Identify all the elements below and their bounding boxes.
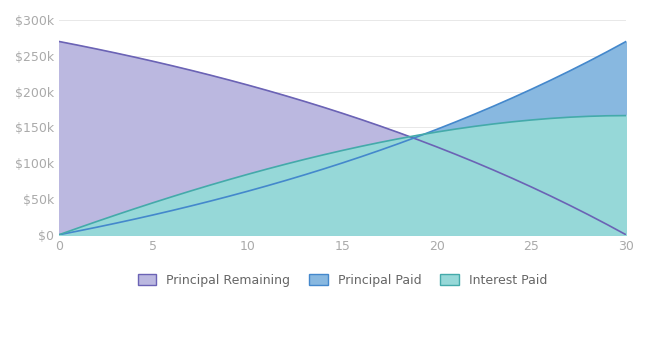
Legend: Principal Remaining, Principal Paid, Interest Paid: Principal Remaining, Principal Paid, Int… (131, 268, 554, 293)
